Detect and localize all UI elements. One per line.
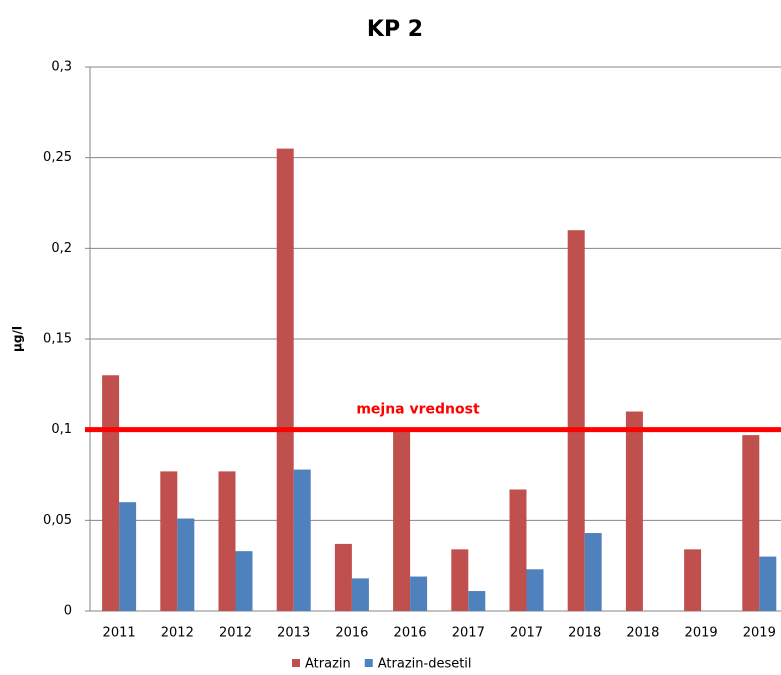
x-tick-label: 2012 bbox=[161, 626, 194, 641]
bar bbox=[293, 469, 311, 611]
x-tick-label: 2017 bbox=[510, 626, 543, 641]
bar bbox=[567, 230, 585, 611]
y-tick-label: 0,25 bbox=[43, 150, 72, 165]
chart-title: KP 2 bbox=[367, 17, 423, 42]
bar bbox=[351, 578, 369, 611]
bar bbox=[625, 411, 643, 611]
bar bbox=[759, 556, 777, 611]
x-tick-label: 2013 bbox=[277, 626, 310, 641]
bar bbox=[160, 471, 178, 611]
x-tick-label: 2018 bbox=[626, 626, 659, 641]
legend-swatch bbox=[364, 659, 373, 667]
reference-label: mejna vrednost bbox=[356, 402, 480, 418]
y-tick-label: 0,05 bbox=[43, 513, 72, 528]
bar bbox=[684, 549, 702, 611]
y-axis-label: µg/l bbox=[11, 326, 25, 352]
bar bbox=[509, 489, 527, 611]
legend-label: Atrazin bbox=[305, 657, 351, 672]
y-tick-label: 0,1 bbox=[51, 422, 72, 437]
bar bbox=[393, 429, 411, 611]
y-tick-label: 0 bbox=[64, 604, 72, 619]
y-tick-label: 0,2 bbox=[51, 241, 72, 256]
bar bbox=[468, 591, 486, 611]
bar bbox=[334, 543, 352, 611]
bar bbox=[526, 569, 544, 611]
bar bbox=[102, 375, 120, 611]
y-tick-label: 0,3 bbox=[51, 60, 72, 75]
legend-label: Atrazin-desetil bbox=[378, 657, 472, 672]
x-tick-label: 2016 bbox=[335, 626, 368, 641]
bar bbox=[451, 549, 469, 611]
bar bbox=[410, 576, 428, 611]
x-tick-label: 2017 bbox=[452, 626, 485, 641]
bar bbox=[119, 502, 137, 611]
x-tick-label: 2019 bbox=[743, 626, 776, 641]
bar bbox=[218, 471, 236, 611]
x-tick-label: 2012 bbox=[219, 626, 252, 641]
bar bbox=[177, 518, 195, 611]
legend-swatch bbox=[292, 659, 300, 667]
bar bbox=[276, 148, 294, 611]
bar bbox=[584, 533, 602, 611]
x-tick-label: 2019 bbox=[685, 626, 718, 641]
bar bbox=[235, 551, 253, 611]
y-tick-label: 0,15 bbox=[43, 332, 72, 347]
bar bbox=[742, 435, 760, 611]
x-tick-label: 2011 bbox=[103, 626, 136, 641]
x-tick-label: 2016 bbox=[394, 626, 427, 641]
x-tick-label: 2018 bbox=[568, 626, 601, 641]
